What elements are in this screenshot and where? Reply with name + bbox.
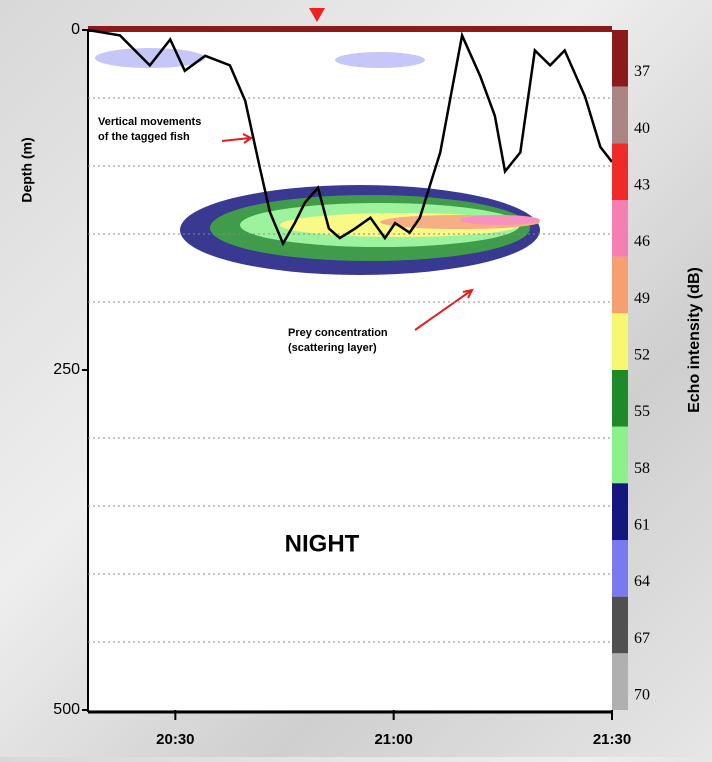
colorbar-segment [612, 30, 628, 87]
x-tick-label: 21:00 [374, 731, 412, 748]
colorbar-segment [612, 313, 628, 370]
annotation: of the tagged fish [98, 131, 190, 143]
annotation: Prey concentration [288, 327, 388, 339]
colorbar-segment [612, 426, 628, 484]
colorbar-segment [612, 653, 628, 710]
colorbar-tick-label: 46 [634, 233, 650, 250]
colorbar-tick-label: 55 [634, 403, 650, 420]
colorbar-tick-label: 61 [634, 517, 650, 534]
colorbar-segment [612, 540, 628, 597]
colorbar-tick-label: 70 [634, 687, 650, 704]
colorbar-tick-label: 64 [634, 573, 650, 590]
marker-triangle [309, 8, 325, 22]
colorbar-segment [612, 483, 628, 540]
colorbar-label: Echo intensity (dB) [686, 267, 703, 413]
colorbar-segment [612, 256, 628, 314]
annotation: Vertical movements [98, 116, 201, 128]
colorbar-segment [612, 200, 628, 257]
annotation: NIGHT [285, 530, 360, 557]
y-tick-label: 250 [53, 361, 80, 378]
annotation: (scattering layer) [288, 342, 377, 354]
y-axis-label: Depth (m) [19, 137, 35, 202]
fish-depth-line [87, 28, 613, 247]
surface-bar [88, 26, 612, 32]
y-tick-label: 0 [71, 21, 80, 38]
arrow [221, 133, 253, 144]
colorbar-tick-label: 40 [634, 120, 650, 137]
colorbar-tick-label: 43 [634, 177, 650, 194]
colorbar-segment [612, 86, 628, 144]
y-tick-label: 500 [53, 701, 80, 718]
colorbar-tick-label: 49 [634, 290, 650, 307]
colorbar-tick-label: 58 [634, 460, 650, 477]
colorbar-tick-label: 52 [634, 347, 650, 364]
x-tick-label: 21:30 [593, 731, 631, 748]
x-tick-label: 20:30 [156, 731, 194, 748]
colorbar-tick-label: 67 [634, 630, 650, 647]
colorbar-tick-label: 37 [634, 63, 650, 80]
colorbar-segment [612, 596, 628, 654]
arrow [414, 288, 474, 331]
colorbar-segment [612, 370, 628, 427]
plot-area [88, 30, 612, 710]
colorbar-segment [612, 143, 628, 200]
